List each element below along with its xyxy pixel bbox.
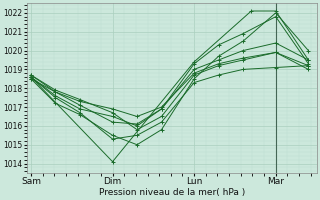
X-axis label: Pression niveau de la mer( hPa ): Pression niveau de la mer( hPa ) — [99, 188, 245, 197]
